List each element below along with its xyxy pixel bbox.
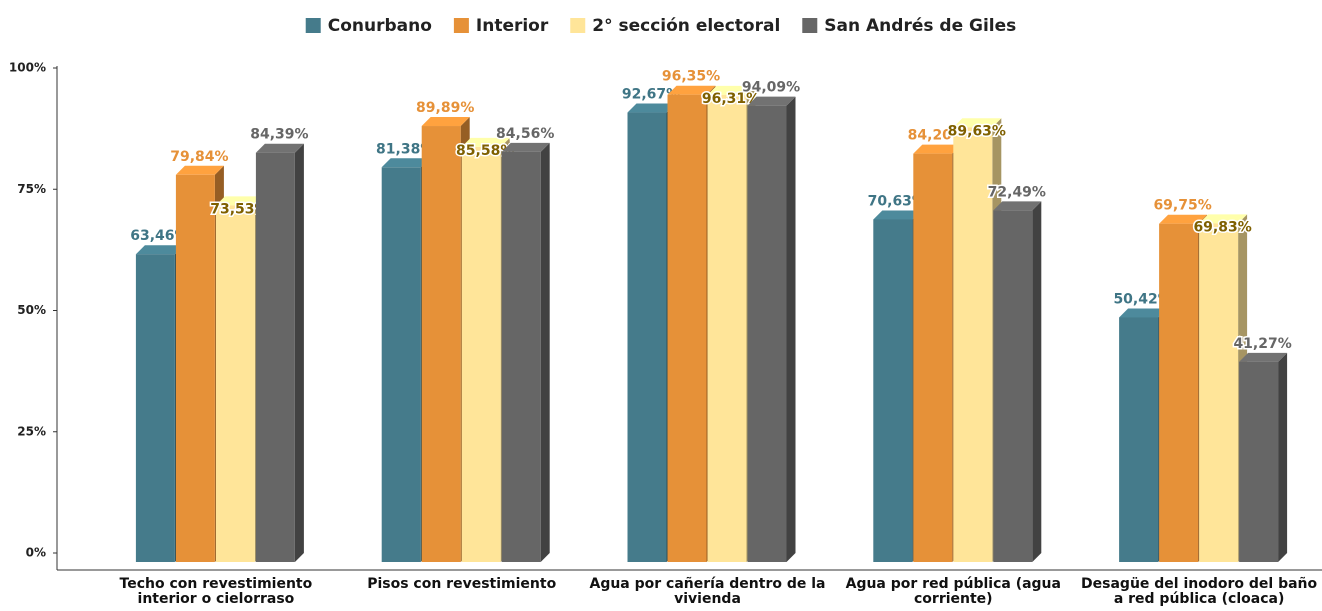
bar xyxy=(953,127,993,563)
value-label: 84,20% xyxy=(908,128,966,144)
y-tick-label: 100% xyxy=(9,61,46,75)
value-label: 69,83% xyxy=(1193,219,1251,235)
value-label: 50,42% xyxy=(1113,291,1171,307)
bar xyxy=(501,151,541,562)
bar-side xyxy=(294,143,304,562)
legend: Conurbano Interior 2° sección electoral San… xyxy=(305,16,1016,36)
bar xyxy=(913,153,953,562)
bar xyxy=(255,152,295,562)
bar-top xyxy=(461,137,510,147)
bar-top xyxy=(175,165,224,175)
legend-swatch xyxy=(570,18,586,33)
bar xyxy=(215,205,255,562)
x-tick-label: Agua por red pública (agua corriente) xyxy=(846,576,1061,607)
value-label: 41,27% xyxy=(1233,336,1291,352)
x-tick-label: Techo con revestimiento interior o cielor… xyxy=(120,576,313,607)
y-tick-label: 75% xyxy=(17,182,46,196)
value-label: 79,84% xyxy=(170,149,228,165)
bar xyxy=(1239,361,1279,562)
bar xyxy=(1199,223,1239,562)
y-tick-label: 0% xyxy=(26,546,46,560)
bar-top xyxy=(501,142,550,152)
bar xyxy=(381,167,421,562)
bar-top xyxy=(1159,214,1208,224)
x-tick-label: Pisos con revestimiento xyxy=(367,576,556,592)
value-label: 69,75% xyxy=(1153,198,1211,214)
value-label: 72,49% xyxy=(988,184,1046,200)
value-label: 89,89% xyxy=(416,100,474,116)
value-label: 85,58% xyxy=(456,143,514,159)
value-label: 89,63% xyxy=(948,123,1006,139)
legend-label: San Andrés de Giles xyxy=(824,16,1016,36)
value-label: 63,46% xyxy=(130,228,188,244)
y-tick-label: 25% xyxy=(17,424,46,438)
legend-swatch xyxy=(802,18,818,33)
bar xyxy=(1119,317,1159,562)
value-label: 96,31% xyxy=(702,91,760,107)
bar-side xyxy=(1278,352,1288,562)
legend-swatch xyxy=(453,18,469,33)
bar xyxy=(993,210,1033,562)
value-label: 84,39% xyxy=(250,127,308,143)
legend-label: Interior xyxy=(476,16,549,36)
bar xyxy=(873,219,913,562)
value-label: 94,09% xyxy=(742,80,800,96)
legend-label: Conurbano xyxy=(328,16,432,36)
bar-top xyxy=(1239,352,1288,362)
value-label: 84,56% xyxy=(496,126,554,142)
bar-top xyxy=(1119,308,1168,318)
value-label: 92,67% xyxy=(622,87,680,103)
bar xyxy=(667,94,707,562)
value-label: 81,38% xyxy=(376,141,434,157)
bar-top xyxy=(381,158,430,168)
bar-top xyxy=(707,85,756,95)
bar xyxy=(461,146,501,562)
legend-label: 2° sección electoral xyxy=(592,16,780,36)
bar xyxy=(707,94,747,563)
bar-side xyxy=(540,142,550,562)
bar-top xyxy=(215,196,264,206)
bar xyxy=(135,254,175,562)
bar-top xyxy=(667,85,716,95)
bar xyxy=(627,112,667,562)
bar-top xyxy=(873,210,922,220)
value-label: 70,63% xyxy=(868,193,926,209)
bar xyxy=(175,174,215,562)
bar xyxy=(421,126,461,562)
bar-top xyxy=(1199,214,1248,224)
bar-top xyxy=(953,118,1002,128)
y-tick-label: 50% xyxy=(17,303,46,317)
bar-top xyxy=(627,103,676,113)
bar-side xyxy=(786,96,796,562)
legend-swatch xyxy=(305,18,321,33)
x-tick-label: Agua por cañería dentro de la vivienda xyxy=(589,576,825,607)
bar-side xyxy=(1032,201,1042,562)
value-label: 73,53% xyxy=(210,201,268,217)
bar-top xyxy=(135,245,184,255)
bar xyxy=(747,105,787,562)
bar-top xyxy=(913,144,962,154)
bar-top xyxy=(993,201,1042,211)
bar xyxy=(1159,223,1199,562)
bar-top xyxy=(747,96,796,106)
bar-top xyxy=(255,143,304,153)
bar-top xyxy=(421,117,470,127)
value-label: 96,35% xyxy=(662,69,720,85)
x-tick-label: Desagüe del inodoro del baño a red públic… xyxy=(1081,576,1317,607)
